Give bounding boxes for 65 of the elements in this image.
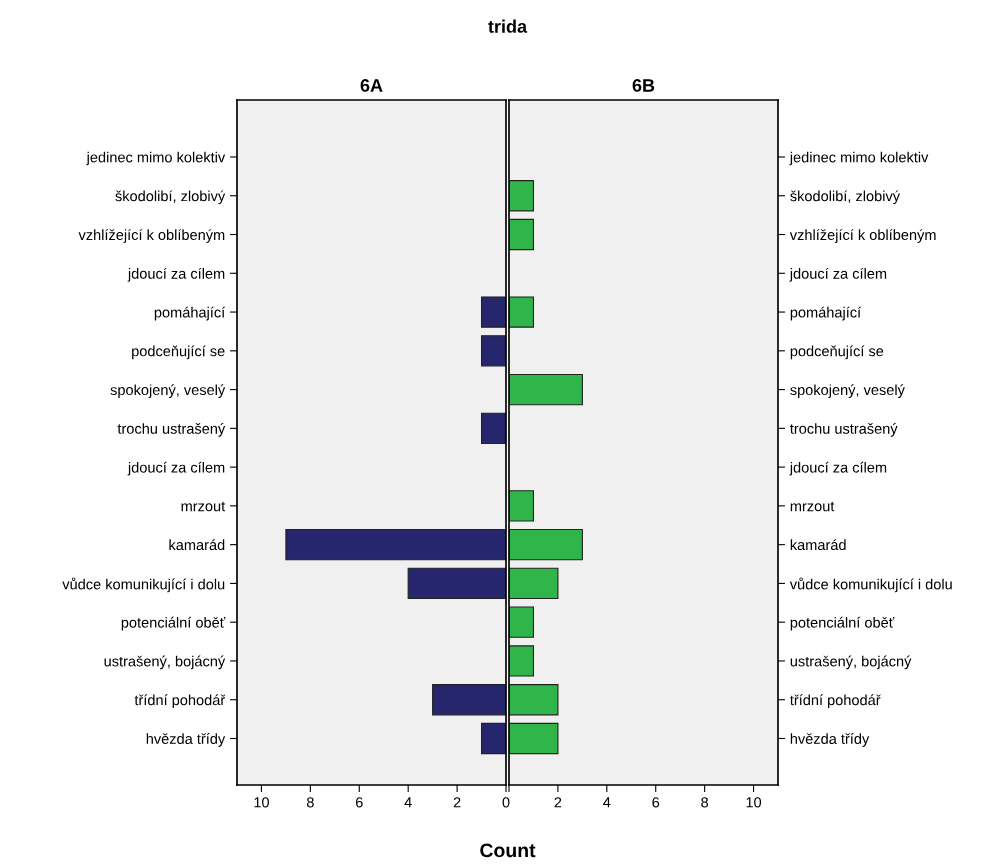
- y-tick-label: vůdce komunikující i dolu: [789, 577, 952, 593]
- y-tick-label: podceňující se: [132, 345, 225, 360]
- y-tick-label: trochu ustrašený: [117, 422, 226, 437]
- y-tick-label: trochu ustrašený: [790, 422, 898, 437]
- y-tick-label: pomáhající: [790, 306, 862, 321]
- bar: [509, 528, 583, 561]
- bar: [480, 296, 506, 328]
- y-tick-label: jdoucí za cílem: [789, 461, 887, 476]
- x-tick-label: 8: [306, 797, 314, 808]
- y-tick-label: jdoucí za cílem: [127, 267, 225, 282]
- y-tick-label: vzhlížející k oblíbeným: [789, 229, 936, 243]
- y-tick-label: jdoucí za cílem: [127, 461, 225, 476]
- x-tick-label: 10: [746, 797, 762, 808]
- bar: [509, 373, 583, 406]
- y-tick-label: třídní pohodář: [134, 694, 226, 709]
- bar: [509, 180, 535, 212]
- y-tick-label: jdoucí za cílem: [789, 267, 887, 282]
- x-tick-label: 2: [453, 797, 461, 808]
- x-tick-label: 4: [404, 797, 412, 808]
- bar: [509, 606, 535, 638]
- x-tick-label: 2: [554, 797, 562, 808]
- y-tick-label: hvězda třídy: [146, 733, 226, 747]
- x-tick-label: 8: [701, 797, 709, 808]
- bar: [509, 490, 535, 522]
- y-tick-label: vůdce komunikující i dolu: [62, 577, 225, 593]
- bar: [509, 296, 535, 328]
- y-tick-label: kamarád: [790, 539, 846, 551]
- chart-title: 6A: [360, 79, 383, 92]
- y-tick-label: škodolibí, zlobivý: [790, 190, 901, 205]
- y-tick-label: mrzout: [790, 501, 835, 512]
- y-tick-label: potenciální oběť: [121, 616, 226, 631]
- bar: [480, 722, 506, 755]
- chart-title: 6B: [632, 79, 655, 92]
- bar: [480, 412, 506, 445]
- y-tick-label: jedinec mimo kolektiv: [86, 151, 226, 166]
- bar: [285, 528, 506, 561]
- bar: [480, 335, 506, 367]
- bar: [509, 722, 559, 755]
- x-tick-label: 6: [355, 797, 363, 808]
- x-tick-label: 10: [254, 797, 269, 808]
- bar: [509, 218, 535, 251]
- y-tick-label: jedinec mimo kolektiv: [789, 151, 929, 166]
- x-axis-title: Count: [480, 843, 536, 858]
- y-tick-label: spokojený, veselý: [790, 384, 905, 398]
- bar: [509, 645, 535, 677]
- y-tick-label: spokojený, veselý: [110, 384, 226, 398]
- y-tick-label: potenciální oběť: [790, 616, 895, 631]
- bar: [509, 567, 559, 600]
- y-tick-label: ustrašený, bojácný: [790, 655, 912, 670]
- y-tick-label: pomáhající: [154, 306, 226, 321]
- bar: [509, 684, 559, 716]
- bar: [407, 567, 506, 600]
- y-tick-label: škodolibí, zlobivý: [115, 190, 226, 205]
- y-tick-label: mrzout: [181, 501, 226, 512]
- y-tick-label: podceňující se: [790, 345, 884, 360]
- y-tick-label: třídní pohodář: [790, 694, 881, 709]
- y-tick-label: kamarád: [169, 539, 225, 551]
- text: trida: [488, 19, 528, 33]
- x-tick-label: 0: [502, 797, 510, 808]
- x-tick-label: 6: [652, 797, 660, 808]
- y-tick-label: hvězda třídy: [790, 733, 870, 747]
- y-tick-label: vzhlížející k oblíbeným: [78, 229, 225, 243]
- y-tick-label: ustrašený, bojácný: [104, 655, 226, 670]
- x-tick-label: 4: [603, 797, 611, 808]
- bar: [432, 684, 506, 716]
